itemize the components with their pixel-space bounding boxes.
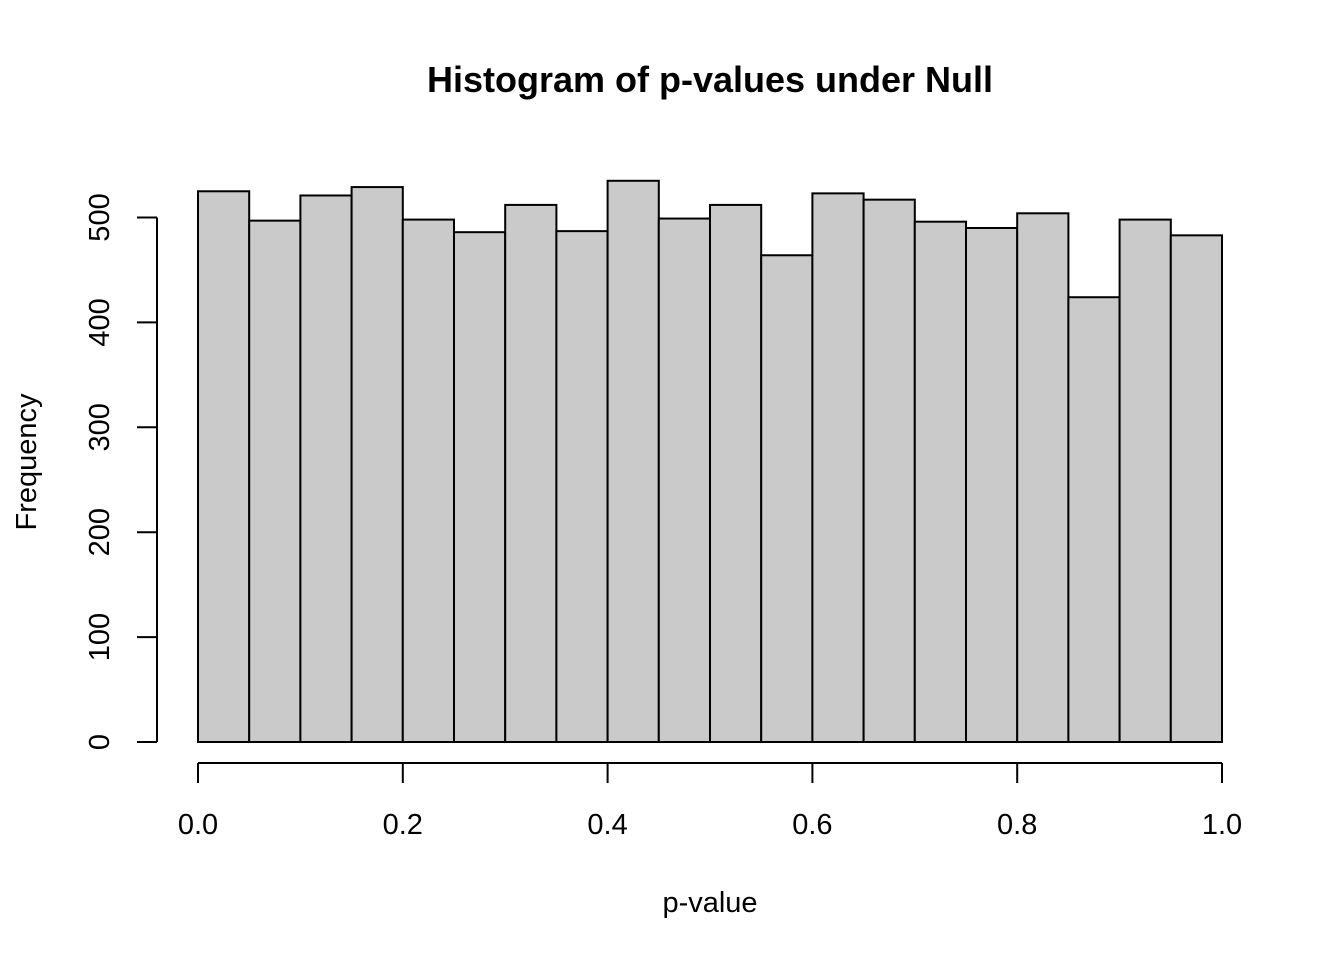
y-tick-label: 300 (84, 403, 116, 451)
y-tick-label: 400 (84, 298, 116, 346)
histogram-bar (504, 203, 558, 744)
x-tick-label: 0.4 (587, 809, 627, 841)
histogram-bar (760, 254, 814, 743)
y-tick-label: 0 (84, 734, 116, 750)
histogram-bar (1016, 212, 1070, 743)
histogram-bar (709, 203, 763, 744)
histogram-bar (1118, 218, 1172, 743)
histogram-bar (350, 186, 404, 744)
x-tick-label: 1.0 (1202, 809, 1242, 841)
histogram-bar (965, 226, 1019, 744)
x-tick-label: 0.8 (997, 809, 1037, 841)
x-tick-label: 0.0 (178, 809, 218, 841)
histogram-bar (862, 198, 916, 744)
histogram-bar (913, 220, 967, 744)
histogram-bar (299, 194, 353, 743)
y-axis-label: Frequency (11, 393, 43, 531)
chart-title: Histogram of p-values under Null (427, 59, 993, 100)
histogram-bar (401, 218, 455, 743)
bars-group (197, 179, 1224, 744)
histogram-bar (1067, 296, 1121, 743)
histogram-bar (657, 217, 711, 743)
histogram-bar (453, 231, 507, 743)
y-axis: 0 100 200 300 400 500 (84, 193, 158, 750)
histogram-bar (811, 192, 865, 744)
histogram-bar (606, 179, 660, 744)
y-tick-label: 200 (84, 508, 116, 556)
x-axis-label: p-value (662, 887, 757, 919)
x-tick-label: 0.6 (792, 809, 832, 841)
histogram-bar (248, 219, 302, 744)
y-tick-label: 500 (84, 193, 116, 241)
x-axis: 0.0 0.2 0.4 0.6 0.8 1.0 (178, 762, 1242, 841)
histogram-bar (197, 190, 251, 743)
histogram-bar (1169, 234, 1224, 743)
y-tick-label: 100 (84, 613, 116, 661)
histogram-bar (555, 230, 609, 743)
x-tick-label: 0.2 (383, 809, 423, 841)
